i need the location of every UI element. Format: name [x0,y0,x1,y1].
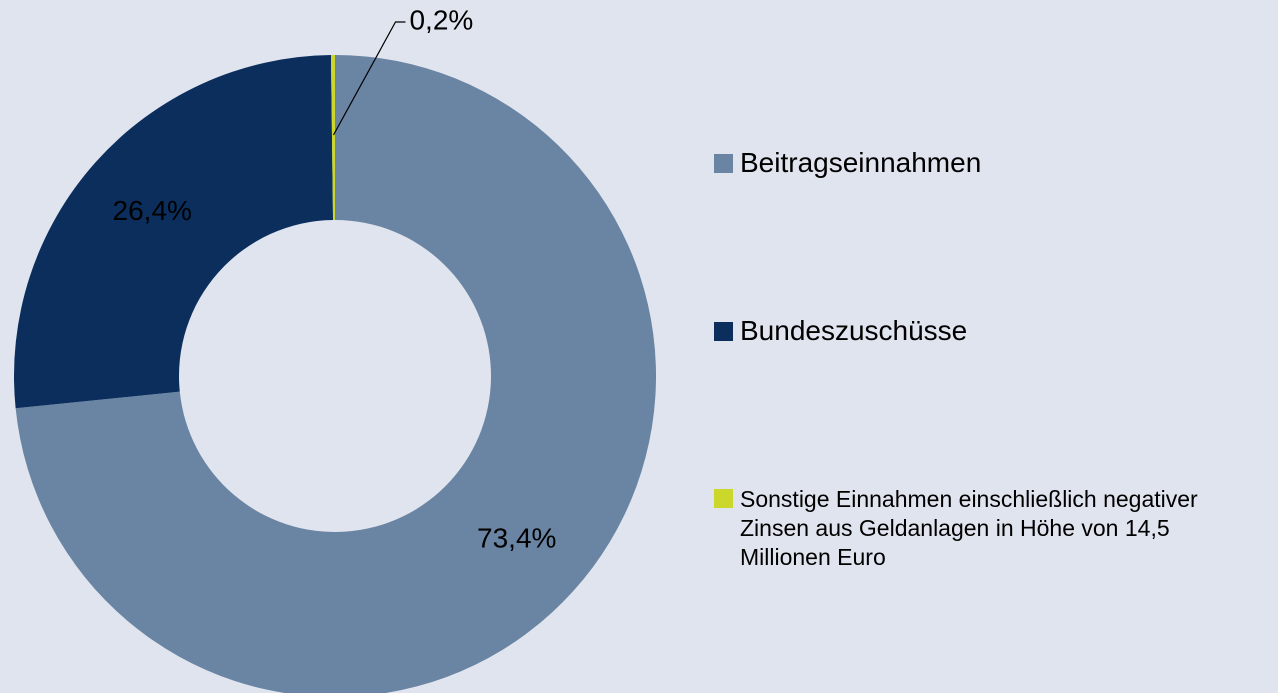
data-label: 26,4% [113,195,192,226]
legend-swatch [714,322,733,341]
donut-slice [15,55,656,693]
data-label: 73,4% [477,523,556,554]
legend-swatch [714,154,733,173]
legend-label: Bundeszuschüsse [740,315,968,346]
legend-label: Sonstige Einnahmen einschließlich negati… [740,486,1198,570]
donut-slice [14,55,334,409]
legend-label: Beitragseinnahmen [740,147,982,178]
legend-swatch [714,489,733,508]
legend-item: Beitragseinnahmen [714,147,981,179]
leader-line [332,21,406,136]
data-label: 0,2% [409,4,473,35]
donut-slice [330,55,335,221]
legend-item: Bundeszuschüsse [714,315,967,347]
legend-item: Sonstige Einnahmen einschließlich negati… [714,485,1265,572]
